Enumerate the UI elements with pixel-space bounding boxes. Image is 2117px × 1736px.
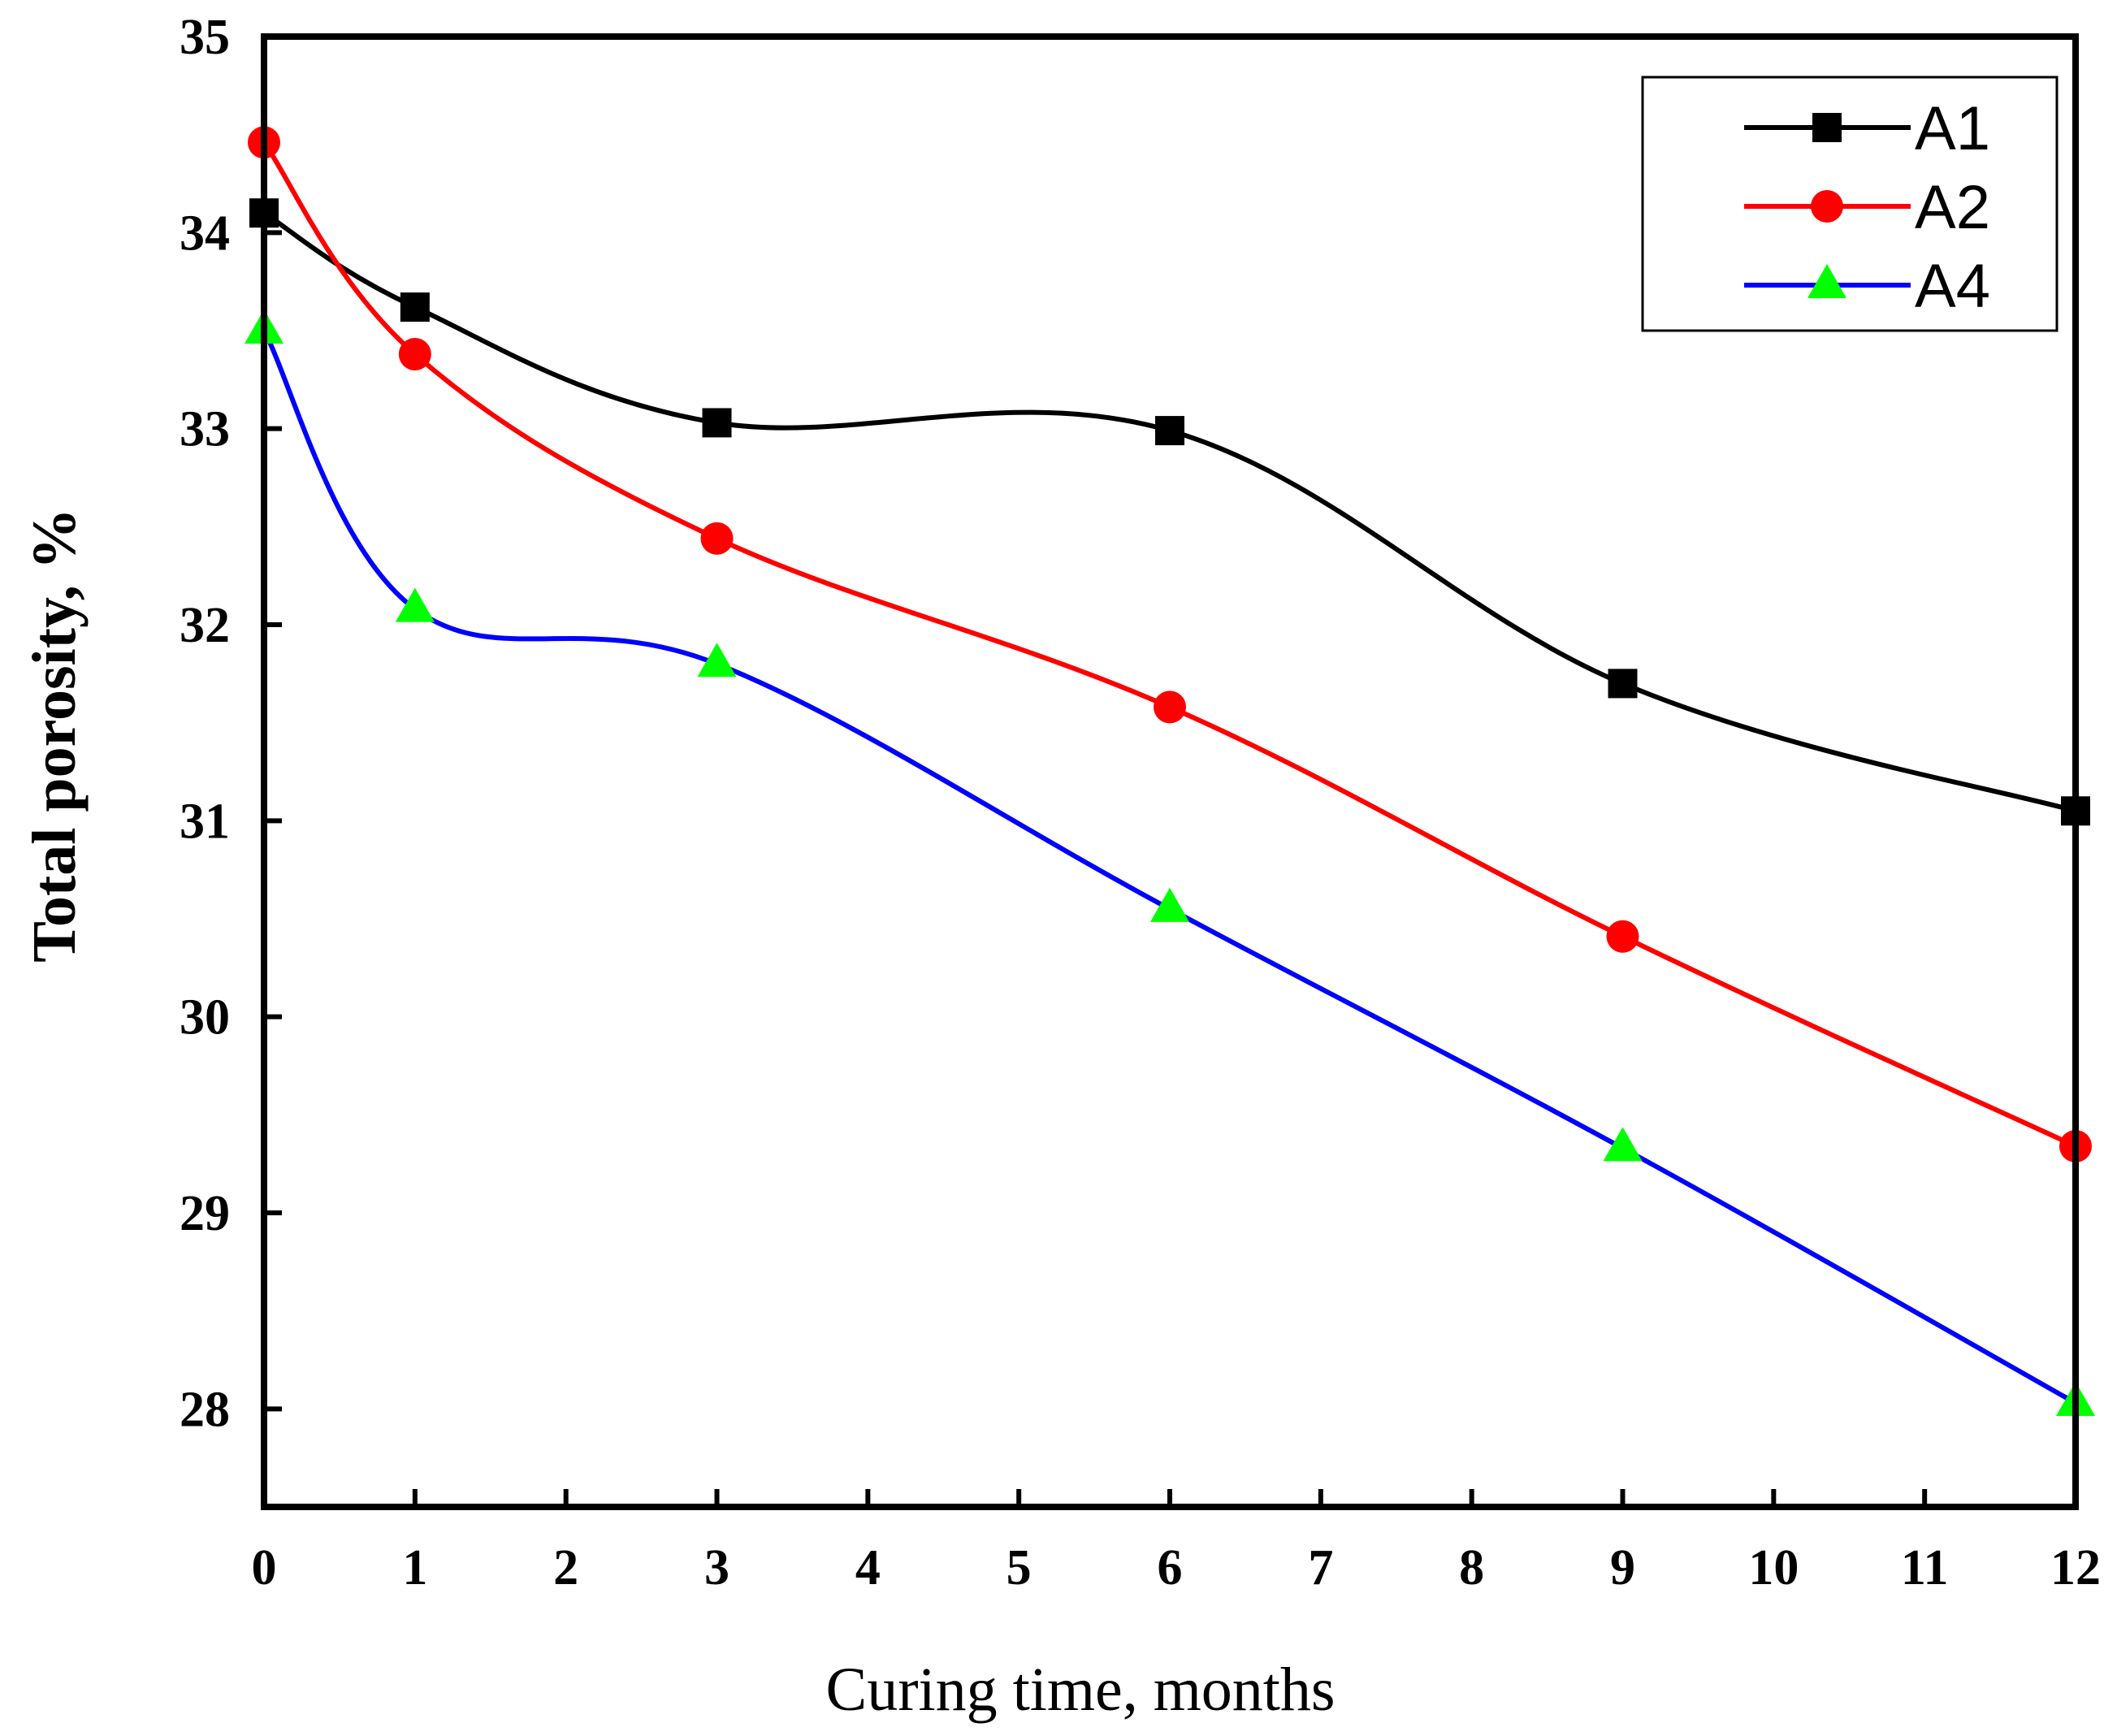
x-tick-label: 2 [553,1540,578,1595]
data-point-a2 [1154,691,1186,724]
data-point-a1 [1608,669,1638,699]
data-point-a4 [1603,1127,1643,1162]
data-point-a1 [400,292,430,323]
y-tick-label: 29 [180,1186,230,1241]
y-tick-label: 31 [180,794,230,849]
data-point-a2 [700,522,734,555]
y-tick-label: 28 [180,1382,230,1437]
legend-item-a4: A4 [1744,252,1990,321]
x-axis-title: Curing time, months [826,1656,1336,1724]
x-tick-label: 1 [402,1540,427,1595]
legend-label: A2 [1915,173,1990,242]
legend-label: A4 [1915,252,1990,321]
data-point-a2 [398,337,431,370]
y-tick-label: 33 [180,402,230,457]
series-line-a1 [262,210,2076,814]
y-axis-title: Total porosity, % [20,508,89,963]
data-point-a4 [697,643,737,678]
y-tick-label: 32 [180,598,230,653]
data-point-a2 [1606,920,1639,953]
data-point-a1 [702,408,732,438]
y-tick-label: 30 [180,990,230,1045]
data-point-a4 [1150,887,1189,922]
legend-item-a2: A2 [1744,173,1990,242]
data-point-a4 [395,587,435,622]
x-tick-label: 10 [1748,1540,1799,1595]
x-tick-label: 3 [704,1540,729,1595]
x-tick-label: 11 [1901,1540,1949,1595]
x-tick-label: 4 [855,1540,881,1595]
legend-marker [1807,263,1846,298]
legend-label: A1 [1915,94,1990,163]
legend-marker [1812,113,1842,142]
legend-item-a1: A1 [1744,94,1990,163]
data-point-a1 [1155,416,1184,446]
x-tick-label: 5 [1007,1540,1032,1595]
x-tick-label: 6 [1158,1540,1183,1595]
x-tick-label: 9 [1610,1540,1635,1595]
legend-marker [1811,190,1843,223]
series-layer [245,126,2095,1417]
x-tick-label: 12 [2050,1540,2101,1595]
x-tick-label: 0 [252,1540,277,1595]
x-tick-label: 8 [1459,1540,1484,1595]
x-tick-label: 7 [1308,1540,1333,1595]
y-tick-label: 35 [180,10,230,65]
y-tick-label: 34 [180,206,230,261]
legend: A1 A2 A4 [1641,76,2059,332]
